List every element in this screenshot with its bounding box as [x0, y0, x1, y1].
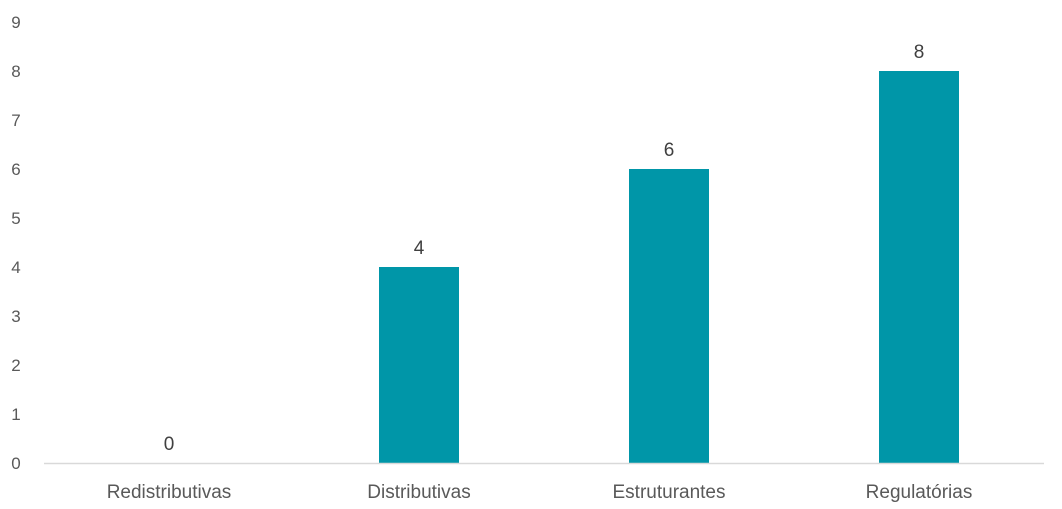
x-axis-labels: Redistributivas Distributivas Estruturante…	[107, 482, 973, 503]
y-tick-label: 9	[11, 13, 20, 32]
y-tick-label: 5	[11, 209, 20, 228]
bars-group	[379, 71, 959, 463]
y-tick-label: 4	[11, 258, 20, 277]
y-tick-label: 6	[11, 160, 20, 179]
y-tick-label: 7	[11, 111, 20, 130]
x-tick-label: Estruturantes	[613, 482, 726, 503]
bar-distributivas	[379, 267, 459, 463]
data-label: 8	[914, 42, 925, 63]
y-tick-label: 3	[11, 307, 20, 326]
data-label: 6	[664, 140, 675, 161]
y-tick-label: 0	[11, 454, 20, 473]
data-labels-group: 0 4 6 8	[164, 42, 925, 455]
bar-regulatórias	[879, 71, 959, 463]
y-tick-label: 2	[11, 356, 20, 375]
x-tick-label: Distributivas	[367, 482, 470, 503]
y-tick-label: 1	[11, 405, 20, 424]
x-tick-label: Redistributivas	[107, 482, 232, 503]
bar-estruturantes	[629, 169, 709, 463]
y-axis-ticks: 0 1 2 3 4 5 6 7 8 9	[11, 13, 20, 473]
data-label: 0	[164, 434, 175, 455]
data-label: 4	[414, 238, 425, 259]
y-tick-label: 8	[11, 62, 20, 81]
x-tick-label: Regulatórias	[866, 482, 973, 503]
